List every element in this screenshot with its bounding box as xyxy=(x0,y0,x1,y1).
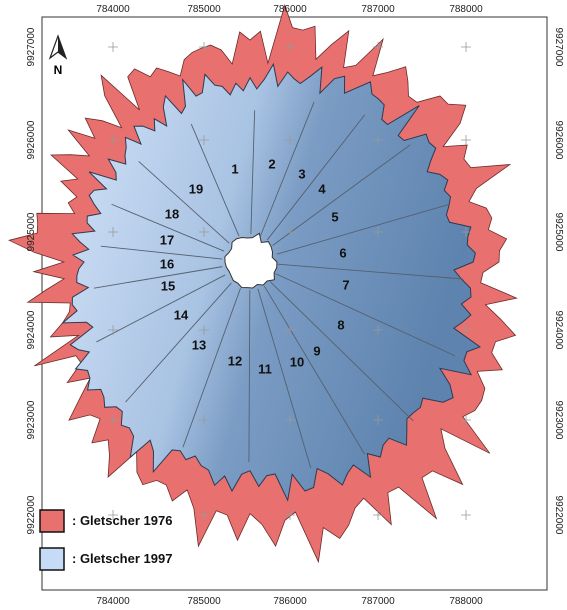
sector-label: 1 xyxy=(231,161,238,176)
legend-label: : Gletscher 1997 xyxy=(72,551,172,566)
x-coord-bottom: 785000 xyxy=(187,596,221,607)
sector-label: 18 xyxy=(165,206,179,221)
y-coord-right: 9926000 xyxy=(553,121,564,160)
sector-label: 7 xyxy=(342,277,349,292)
y-coord-right: 9927000 xyxy=(553,28,564,67)
sector-label: 10 xyxy=(290,354,304,369)
sector-label: 13 xyxy=(192,337,206,352)
y-coord-right: 9922000 xyxy=(553,496,564,535)
sector-label: 2 xyxy=(268,156,275,171)
sector-label: 15 xyxy=(161,278,175,293)
y-coord-left: 9927000 xyxy=(26,27,37,66)
y-coord-left: 9926000 xyxy=(26,120,37,159)
y-coord-right: 9923000 xyxy=(553,401,564,440)
y-coord-left: 9925000 xyxy=(26,212,37,251)
y-coord-left: 9922000 xyxy=(26,495,37,534)
x-coord-top: 787000 xyxy=(361,4,395,15)
sector-label: 17 xyxy=(160,232,174,247)
y-coord-right: 9924000 xyxy=(553,311,564,350)
x-coord-bottom: 786000 xyxy=(273,596,307,607)
sector-label: 3 xyxy=(298,166,305,181)
x-coord-bottom: 784000 xyxy=(96,596,130,607)
y-coord-left: 9924000 xyxy=(26,310,37,349)
map: N 12345678910111213141516171819784000784… xyxy=(0,0,567,610)
x-coord-top: 786000 xyxy=(273,4,307,15)
sector-label: 11 xyxy=(258,361,272,376)
sector-label: 4 xyxy=(318,181,326,196)
sector-label: 9 xyxy=(313,343,320,358)
legend-label: : Gletscher 1976 xyxy=(72,513,172,528)
sector-label: 16 xyxy=(160,256,174,271)
x-coord-top: 788000 xyxy=(449,4,483,15)
sector-label: 6 xyxy=(339,245,346,260)
y-coord-left: 9923000 xyxy=(26,400,37,439)
legend-swatch xyxy=(40,510,64,532)
sector-label: 5 xyxy=(331,209,338,224)
x-coord-bottom: 787000 xyxy=(361,596,395,607)
y-coord-right: 9925000 xyxy=(553,213,564,252)
sector-label: 19 xyxy=(189,181,203,196)
legend-swatch xyxy=(40,548,64,570)
x-coord-top: 784000 xyxy=(96,4,130,15)
sector-label: 8 xyxy=(337,317,344,332)
north-label: N xyxy=(54,63,63,77)
x-coord-top: 785000 xyxy=(187,4,221,15)
sector-label: 12 xyxy=(228,353,242,368)
x-coord-bottom: 788000 xyxy=(449,596,483,607)
sector-label: 14 xyxy=(174,307,189,322)
